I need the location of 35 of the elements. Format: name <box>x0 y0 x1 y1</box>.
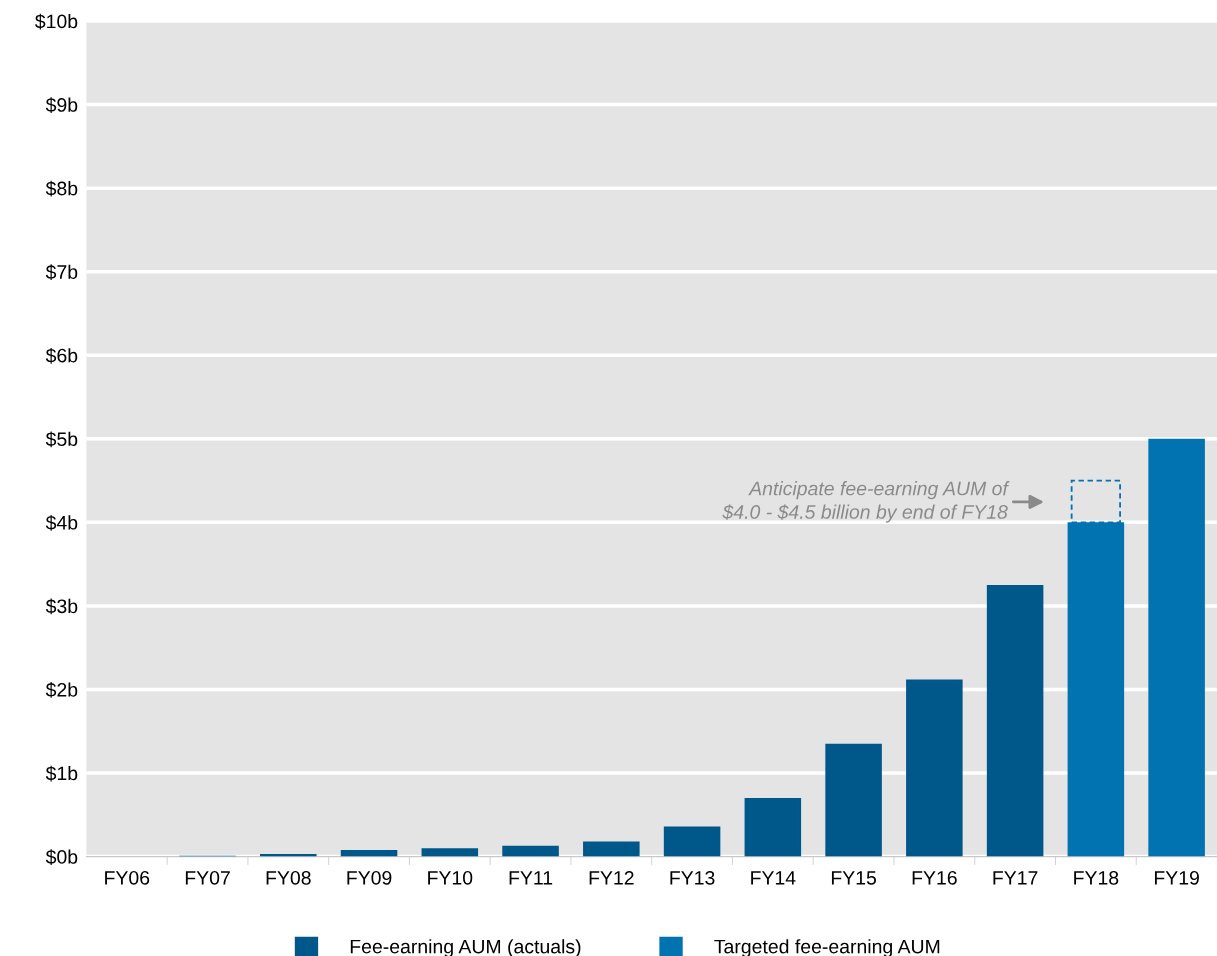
bar <box>906 679 963 857</box>
x-tick-label: FY07 <box>185 870 230 885</box>
y-tick-label: $10b <box>35 13 78 30</box>
y-tick-label: $0b <box>45 849 78 865</box>
y-tick-label: $3b <box>45 598 78 615</box>
y-tick-label: $1b <box>45 765 78 782</box>
bar <box>744 798 802 857</box>
bar <box>825 743 882 857</box>
bar <box>502 845 559 857</box>
x-tick-label: FY14 <box>751 871 796 885</box>
x-tick-label: FY11 <box>509 871 553 885</box>
x-tick-label: FY12 <box>589 870 634 885</box>
x-tick-label: FY10 <box>428 870 473 885</box>
x-tick-label: FY09 <box>347 870 392 885</box>
x-tick-label: FY17 <box>993 871 1038 885</box>
bar <box>421 848 479 857</box>
bar <box>583 841 640 857</box>
x-tick-label: FY15 <box>831 871 877 885</box>
annotation: Anticipate fee-earning AUM of $4.0 - $4.5 billion by end of FY18 <box>722 481 1010 523</box>
x-tick-label: FY13 <box>670 870 715 885</box>
x-tick-label: FY08 <box>266 870 311 885</box>
x-tick-label: FY06 <box>105 870 150 885</box>
x-tick-label: FY19 <box>1154 870 1199 885</box>
y-tick-label: $2b <box>45 682 78 698</box>
y-tick-label: $8b <box>45 180 78 197</box>
y-tick-label: $4b <box>45 515 78 531</box>
y-tick-label: $5b <box>45 431 78 448</box>
bar <box>1148 438 1205 857</box>
y-tick-label: $7b <box>45 264 78 281</box>
bar <box>663 826 721 857</box>
bar <box>986 585 1044 857</box>
y-tick-label: $9b <box>45 97 78 113</box>
y-tick-label: $6b <box>45 347 78 364</box>
x-tick-label: FY16 <box>912 870 957 885</box>
x-tick-label: FY18 <box>1074 870 1119 885</box>
